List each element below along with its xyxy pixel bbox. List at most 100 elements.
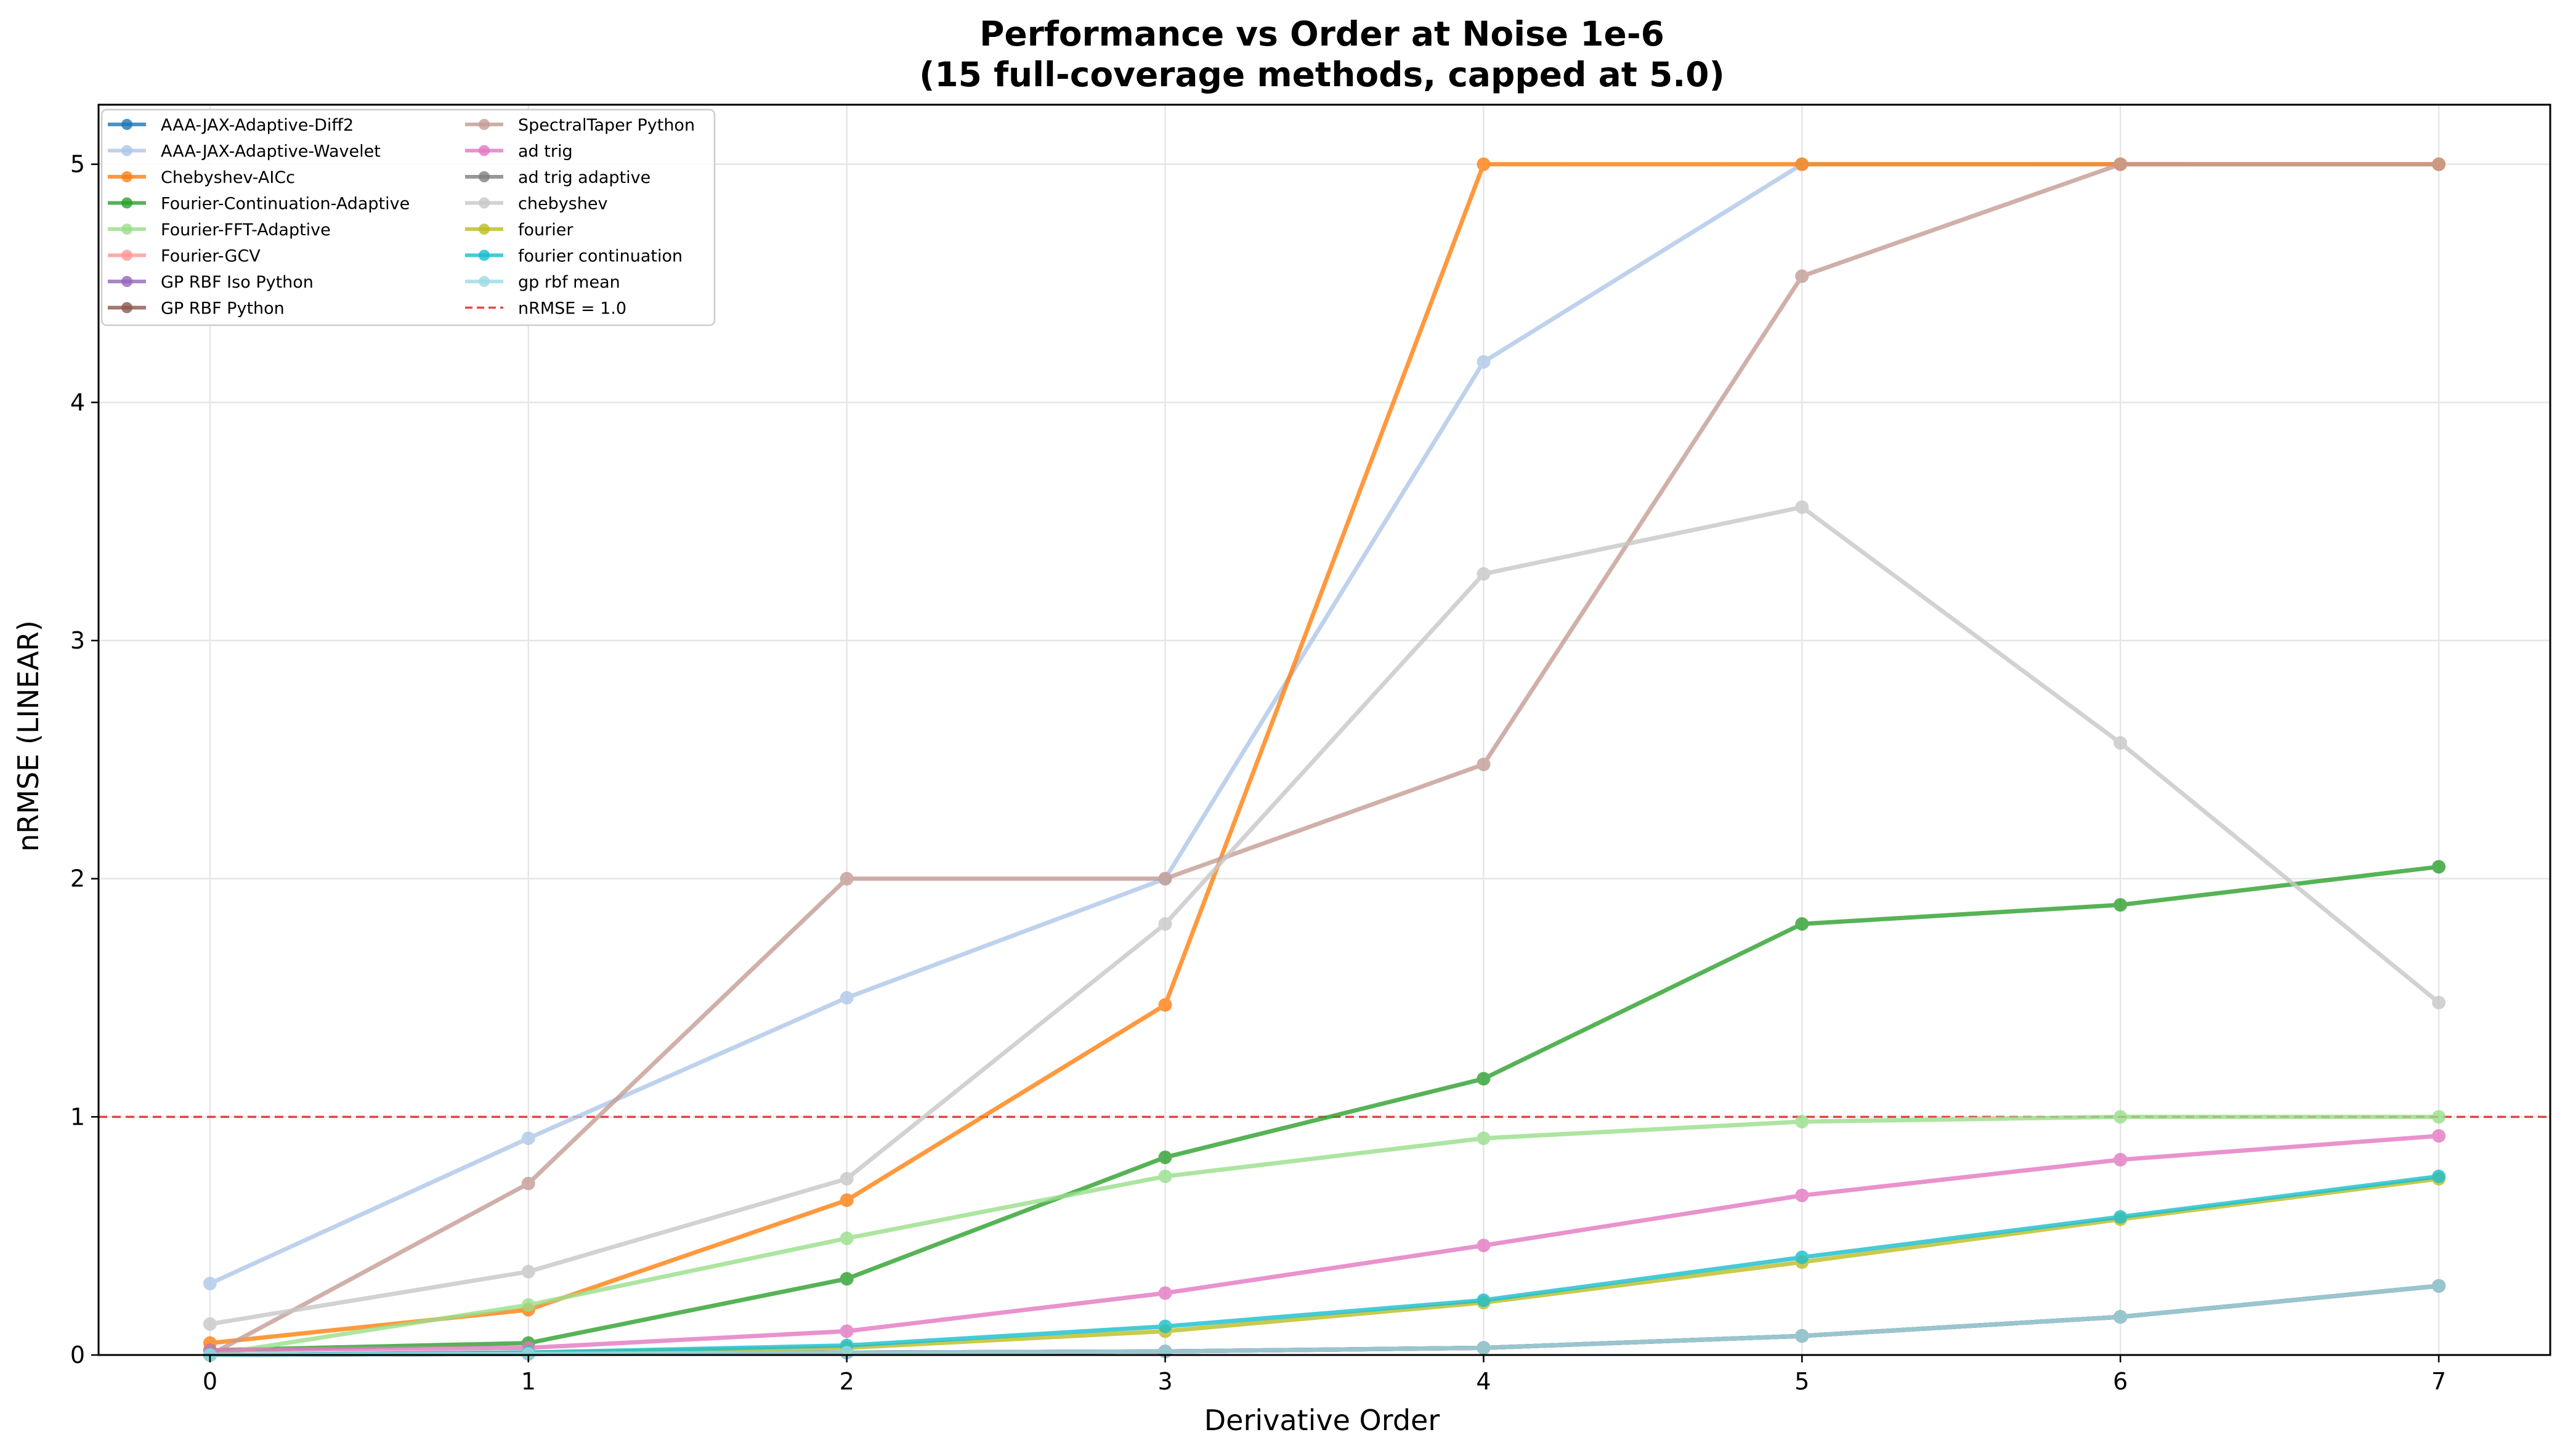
legend: AAA-JAX-Adaptive-Diff2 AAA-JAX-Adaptive-W…: [100, 108, 716, 326]
data-point: [521, 1298, 535, 1312]
legend-item: Chebyshev-AICc: [108, 168, 295, 187]
data-point: [2113, 1210, 2128, 1224]
y-tick-label: 0: [70, 1341, 85, 1369]
data-point: [1795, 500, 1809, 514]
data-point: [2432, 1279, 2446, 1293]
legend-label: Chebyshev-AICc: [161, 168, 295, 187]
x-tick-label: 1: [521, 1368, 536, 1395]
legend-swatch-marker: [479, 249, 490, 261]
legend-swatch-marker: [479, 224, 490, 235]
x-tick-label: 6: [2113, 1368, 2128, 1395]
data-point: [2432, 1170, 2446, 1183]
data-point: [1158, 1151, 1172, 1165]
series-line: [209, 1133, 2439, 1353]
data-point: [1158, 1286, 1172, 1300]
legend-item: fourier: [465, 220, 573, 240]
x-tick-label: 3: [1157, 1368, 1172, 1395]
series-layer: [203, 157, 2446, 1362]
data-point: [203, 1317, 217, 1331]
data-point: [1795, 1115, 1809, 1129]
data-point: [2432, 1110, 2446, 1124]
data-point: [1477, 1341, 1491, 1355]
data-point: [1158, 1319, 1172, 1333]
data-point: [521, 1264, 535, 1279]
legend-swatch-marker: [121, 145, 132, 156]
data-point: [2432, 1129, 2446, 1143]
legend-item: ad trig adaptive: [465, 168, 650, 187]
legend-box: [100, 108, 716, 326]
series-line: [209, 504, 2441, 1327]
data-point: [2113, 736, 2128, 750]
legend-item: GP RBF Python: [108, 299, 285, 318]
data-point: [1158, 917, 1172, 931]
legend-swatch-marker: [479, 119, 490, 130]
data-point: [2113, 1310, 2128, 1324]
data-point: [1795, 1250, 1809, 1264]
series-line: [209, 864, 2439, 1353]
legend-item: AAA-JAX-Adaptive-Diff2: [108, 116, 354, 135]
legend-label: fourier: [518, 220, 573, 240]
data-point: [1477, 1131, 1491, 1146]
data-point: [203, 1277, 217, 1290]
legend-label: chebyshev: [518, 195, 607, 214]
legend-item: Fourier-GCV: [108, 247, 261, 266]
legend-item: ad trig: [465, 142, 573, 161]
y-tick-label: 1: [70, 1103, 85, 1130]
data-point: [2432, 860, 2446, 874]
legend-label: Fourier-FFT-Adaptive: [161, 220, 331, 240]
legend-swatch-marker: [479, 276, 490, 287]
series-line: [209, 162, 2439, 1346]
plot-frame: [97, 103, 2551, 1356]
data-point: [1795, 269, 1809, 283]
data-point: [840, 1324, 854, 1338]
legend-label: ad trig adaptive: [518, 168, 650, 187]
legend-swatch-marker: [479, 197, 490, 209]
data-point: [840, 1193, 854, 1207]
chart-title: Performance vs Order at Noise 1e-6: [979, 14, 1664, 54]
data-point: [1477, 1293, 1491, 1308]
x-tick-label: 5: [1794, 1368, 1809, 1395]
data-point: [1477, 355, 1491, 369]
series-line: [209, 162, 2439, 1357]
data-point: [1795, 1329, 1809, 1343]
legend-swatch-marker: [121, 171, 132, 182]
legend-label: SpectralTaper Python: [518, 116, 695, 135]
y-tick-label: 4: [70, 389, 85, 416]
legend-swatch-marker: [479, 145, 490, 156]
legend-item: gp rbf mean: [465, 273, 620, 292]
data-point: [840, 1171, 854, 1186]
data-point: [2432, 995, 2446, 1009]
legend-swatch-marker: [121, 224, 132, 235]
data-point: [840, 1272, 854, 1286]
legend-item: AAA-JAX-Adaptive-Wavelet: [108, 142, 381, 161]
series-11: [203, 500, 2446, 1331]
legend-label: AAA-JAX-Adaptive-Diff2: [161, 116, 354, 135]
data-point: [840, 991, 854, 1005]
data-point: [1795, 917, 1809, 931]
legend-label: ad trig: [518, 142, 573, 161]
legend-item: GP RBF Iso Python: [108, 273, 314, 292]
x-tick-label: 4: [1476, 1368, 1491, 1395]
series-line: [209, 1284, 2439, 1357]
legend-swatch-marker: [121, 119, 132, 130]
data-point: [840, 1346, 854, 1360]
data-point: [1477, 1072, 1491, 1086]
legend-label: nRMSE = 1.0: [518, 299, 626, 318]
axis-ticks: 0 1 2 3 4 5 6 7 0 1 2 3 4 5: [70, 151, 2446, 1395]
data-point: [840, 872, 854, 886]
legend-item: Fourier-FFT-Adaptive: [108, 220, 331, 240]
data-point: [1158, 1170, 1172, 1183]
data-point: [2113, 1110, 2128, 1124]
series-line: [209, 1174, 2439, 1357]
data-point: [2113, 1152, 2128, 1167]
legend-item: fourier continuation: [465, 247, 683, 266]
legend-label: gp rbf mean: [518, 273, 620, 292]
data-point: [1477, 1239, 1491, 1253]
x-axis-label: Derivative Order: [1204, 1404, 1440, 1437]
x-tick-label: 7: [2431, 1368, 2446, 1395]
legend-item: chebyshev: [465, 195, 607, 214]
data-point: [1477, 567, 1491, 581]
legend-label: Fourier-Continuation-Adaptive: [161, 195, 410, 214]
legend-item: Fourier-Continuation-Adaptive: [108, 195, 410, 214]
